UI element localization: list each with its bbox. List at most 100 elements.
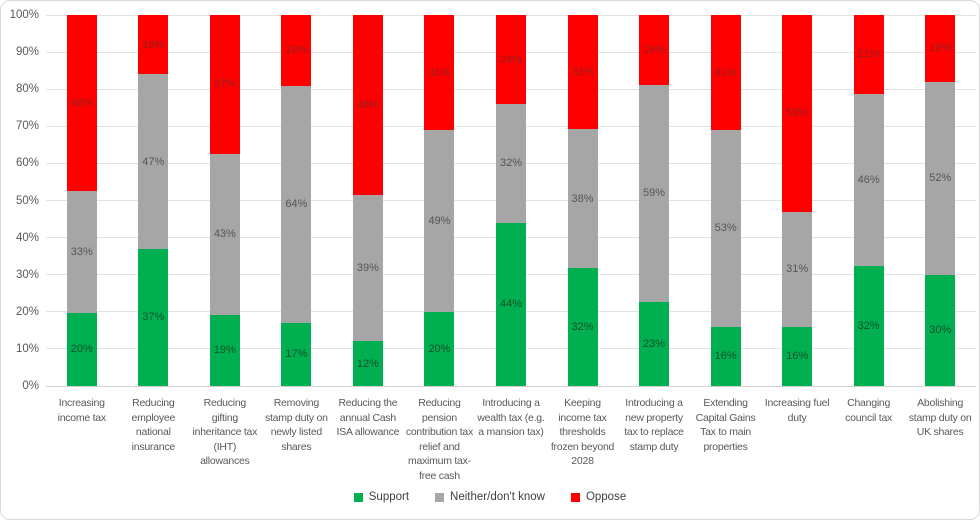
data-label: 19% [285,44,308,57]
legend-label: Neither/don't know [450,491,545,503]
bar-segment-neither-don-t-know: 31% [782,211,813,327]
plot-area: 20% 33% 48% 37% 47% 16% 19% 43% 37% 17% 64% 19% 12% 3… [46,14,976,387]
bar-column: 19% 43% 37% [189,15,261,386]
data-label: 44% [499,298,522,311]
bar-segment-oppose: 31% [567,15,598,129]
category-label: Increasing fuel duty [764,397,830,424]
bar-segment-oppose: 21% [853,15,884,94]
data-label: 33% [70,245,93,258]
data-label: 12% [356,357,379,370]
category-label: Abolishing stamp duty on UK shares [908,397,972,438]
data-label: 47% [142,155,165,168]
bar-column: 32% 46% 21% [833,15,905,386]
bar-segment-oppose: 53% [782,15,813,212]
bar-segment-support: 16% [782,326,813,386]
bar-segment-neither-don-t-know: 32% [495,104,526,223]
bar-column: 37% 47% 16% [118,15,190,386]
y-tick-label: 70% [15,120,39,133]
bar-stack: 12% 39% 48% [352,15,383,386]
y-tick-label: 20% [15,305,39,318]
data-label: 39% [356,261,379,274]
data-label: 31% [428,66,451,79]
category-label: Introducing a wealth tax (e.g. a mansion… [477,397,545,438]
category-label: Increasing income tax [57,397,107,424]
bar-segment-support: 17% [281,322,312,386]
bar-stack: 17% 64% 19% [281,15,312,386]
bar-segment-support: 37% [138,248,169,386]
data-label: 20% [428,342,451,355]
bar-column: 20% 33% 48% [46,15,118,386]
bar-segment-neither-don-t-know: 47% [138,74,169,249]
bar-segment-oppose: 31% [424,15,455,131]
bar-segment-support: 20% [66,312,97,386]
bar-column: 32% 38% 31% [547,15,619,386]
bar-segment-support: 12% [352,341,383,386]
gridline [46,14,976,16]
data-label: 37% [213,78,236,91]
category-label: Introducing a new property tax to replac… [624,397,684,453]
bar-stack: 23% 59% 19% [639,15,670,386]
y-tick-label: 100% [9,9,39,21]
bar-segment-support: 19% [209,314,240,386]
data-label: 52% [929,172,952,185]
bar-column: 20% 49% 31% [404,15,476,386]
bar-segment-neither-don-t-know: 33% [66,191,97,313]
category-label: Keeping income tax thresholds frozen bey… [550,397,615,467]
x-axis-line [46,385,976,387]
bar-segment-neither-don-t-know: 39% [352,194,383,342]
bar-stack: 37% 47% 16% [138,15,169,386]
bar-segment-neither-don-t-know: 52% [925,81,956,275]
y-tick-label: 40% [15,231,39,244]
bar-segment-neither-don-t-know: 43% [209,153,240,315]
legend-item-oppose: Oppose [570,491,627,503]
data-label: 16% [714,350,737,363]
data-label: 31% [786,263,809,276]
bar-segment-oppose: 24% [495,15,526,105]
bar-segment-oppose: 48% [352,15,383,195]
legend-item-support: Support [353,491,410,503]
legend-label: Support [368,491,410,503]
y-tick-label: 10% [15,342,39,355]
bar-column: 30% 52% 18% [904,15,976,386]
bar-column: 17% 64% 19% [261,15,333,386]
bar-stack: 30% 52% 18% [925,15,956,386]
bar-column: 12% 39% 48% [332,15,404,386]
bar-segment-support: 16% [710,326,741,386]
legend-label: Oppose [585,491,627,503]
data-label: 59% [643,187,666,200]
bar-segment-neither-don-t-know: 64% [281,85,312,323]
bar-segment-oppose: 37% [209,15,240,154]
data-label: 24% [499,53,522,66]
data-label: 48% [70,97,93,110]
category-label: Reducing gifting inheritance tax (IHT) a… [192,397,258,467]
bar-stack: 16% 53% 31% [710,15,741,386]
data-label: 38% [571,192,594,205]
legend: Support Neither/don't know Oppose [1,491,979,503]
data-label: 49% [428,214,451,227]
bar-segment-support: 30% [925,274,956,386]
bar-stack: 16% 31% 53% [782,15,813,386]
bar-column: 23% 59% 19% [618,15,690,386]
category-label: Extending Capital Gains Tax to main prop… [695,397,756,453]
data-label: 31% [714,66,737,79]
legend-swatch-icon [435,492,445,502]
category-label: Reducing employee national insurance [131,397,176,453]
bar-column: 16% 53% 31% [690,15,762,386]
bar-segment-neither-don-t-know: 49% [424,130,455,312]
data-label: 53% [786,107,809,120]
y-tick-label: 50% [15,194,39,207]
data-label: 32% [857,320,880,333]
bar-segment-oppose: 18% [925,15,956,82]
bar-stack: 32% 46% 21% [853,15,884,386]
data-label: 16% [786,350,809,363]
bar-segment-neither-don-t-know: 59% [639,84,670,302]
bar-column: 44% 32% 24% [475,15,547,386]
bar-stack: 19% 43% 37% [209,15,240,386]
bar-stack: 44% 32% 24% [495,15,526,386]
y-tick-label: 30% [15,268,39,281]
data-label: 30% [929,324,952,337]
data-label: 46% [857,173,880,186]
data-label: 31% [571,65,594,78]
data-label: 18% [929,42,952,55]
